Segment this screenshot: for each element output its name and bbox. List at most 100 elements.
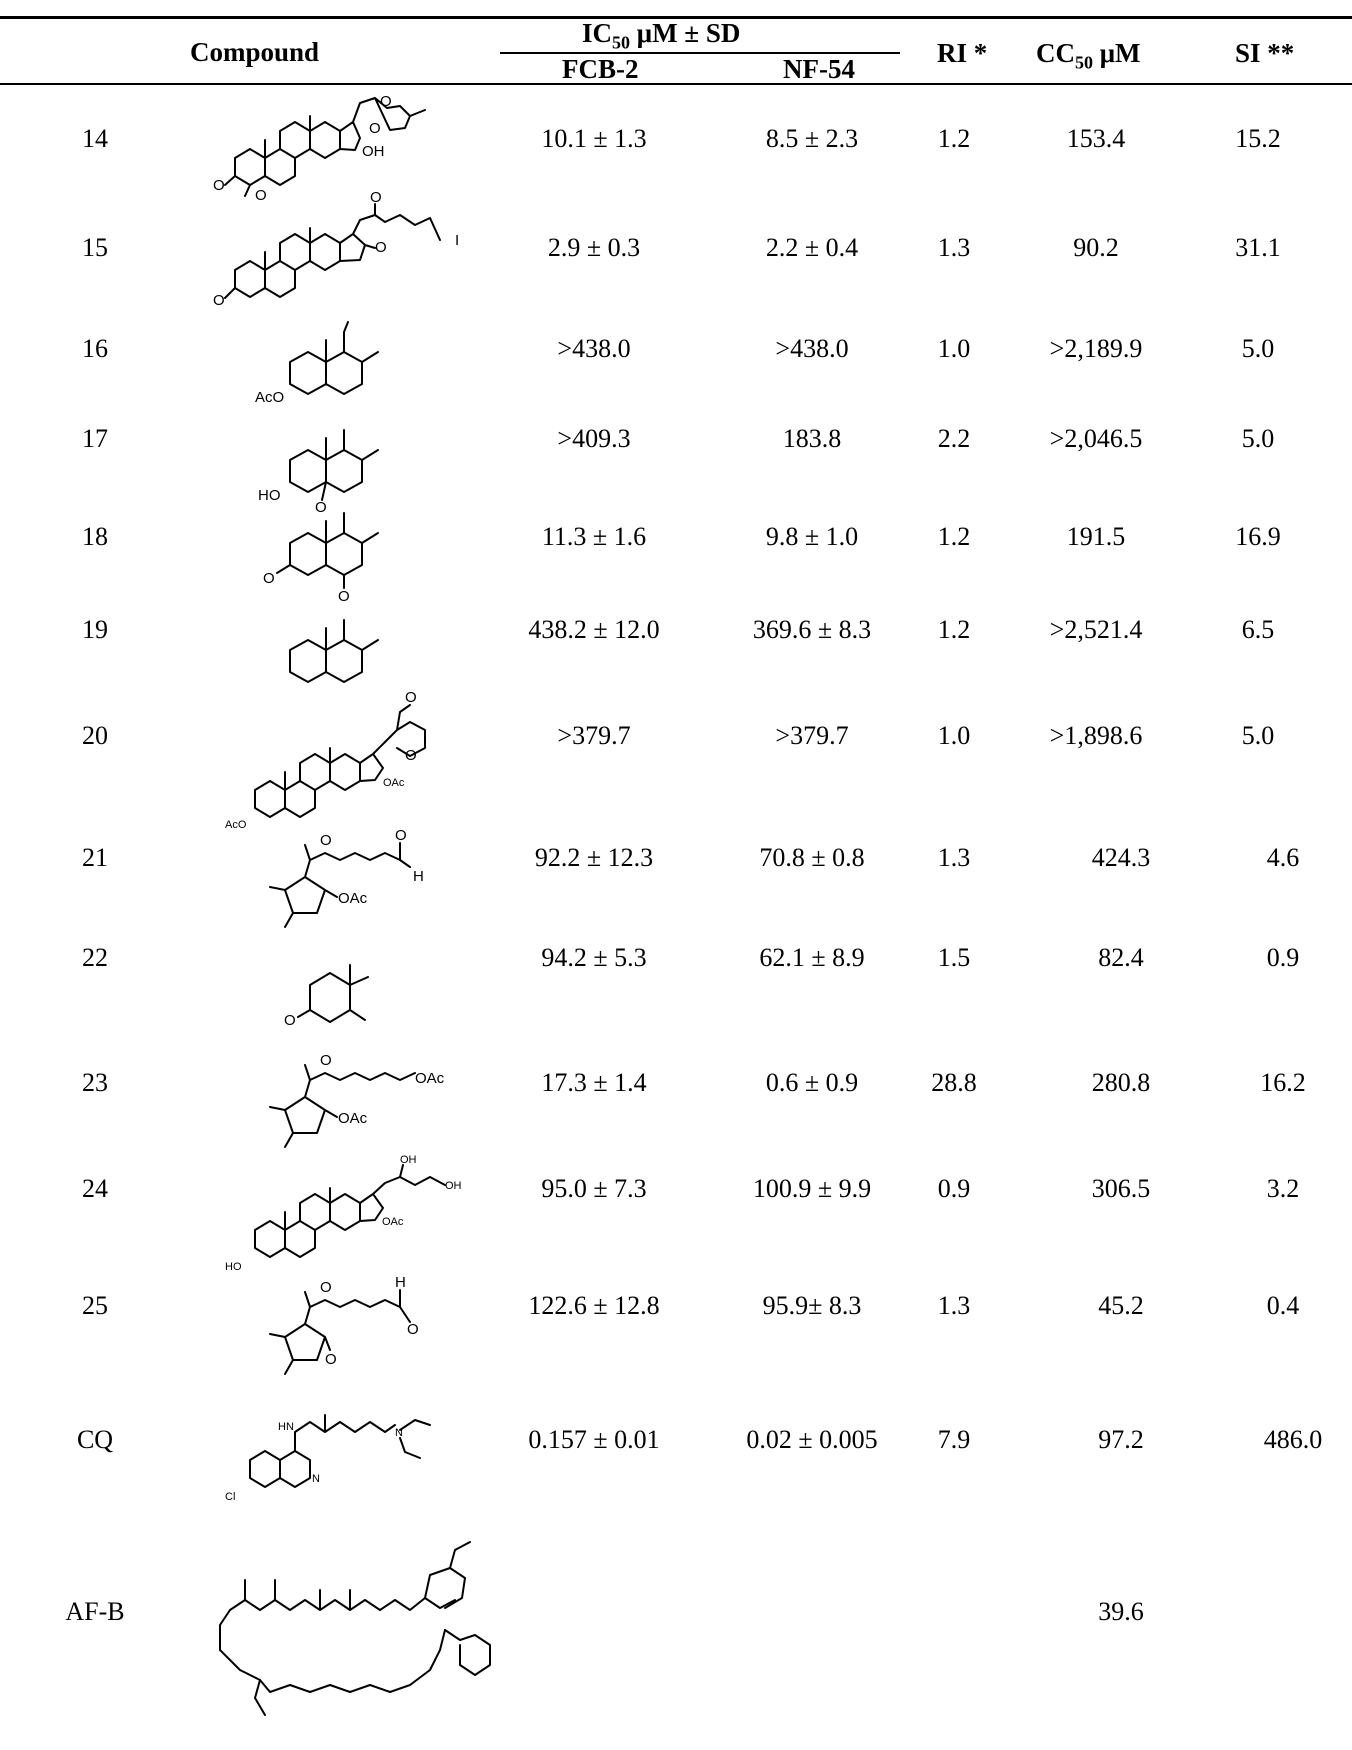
cell-fcb2: >438.0 <box>557 334 631 363</box>
cell-ri: 1.3 <box>937 233 971 262</box>
ic50-underline <box>500 52 900 54</box>
cell-fcb2: >379.7 <box>557 721 631 750</box>
svg-text:O: O <box>255 187 267 204</box>
cell-nf54: 9.8 ± 1.0 <box>765 522 859 551</box>
svg-text:OAc: OAc <box>338 890 368 907</box>
cell-cc50: 306.5 <box>1091 1174 1151 1203</box>
cell-fcb2: 10.1 ± 1.3 <box>541 124 647 153</box>
svg-text:O: O <box>380 93 392 110</box>
cell-fcb2: 17.3 ± 1.4 <box>541 1068 647 1097</box>
cell-ri: 1.3 <box>937 843 971 872</box>
svg-text:OAc: OAc <box>338 1110 368 1127</box>
cell-compound-id: 15 <box>82 233 108 262</box>
cell-cc50: 39.6 <box>1098 1597 1144 1626</box>
cell-cc50: 82.4 <box>1098 943 1144 972</box>
svg-text:H: H <box>413 868 424 885</box>
svg-text:O: O <box>375 239 387 256</box>
svg-text:O: O <box>405 689 417 706</box>
cell-cc50: 424.3 <box>1091 843 1151 872</box>
cell-si: 0.4 <box>1266 1291 1300 1320</box>
cell-fcb2: 0.157 ± 0.01 <box>528 1425 660 1454</box>
header-fcb2: FCB-2 <box>562 54 639 84</box>
svg-text:Cl: Cl <box>225 1491 235 1503</box>
cell-nf54: 183.8 <box>782 424 842 453</box>
cell-fcb2: >409.3 <box>557 424 631 453</box>
cell-ri: 1.2 <box>937 522 971 551</box>
cell-compound-id: 17 <box>82 424 108 453</box>
cell-cc50: >1,898.6 <box>1049 721 1143 750</box>
cell-compound-id: CQ <box>76 1425 114 1454</box>
cell-compound-id: AF-B <box>65 1597 125 1626</box>
cell-ri: 28.8 <box>931 1068 977 1097</box>
cell-fcb2: 94.2 ± 5.3 <box>541 943 647 972</box>
header-compound: Compound <box>190 37 320 67</box>
cell-si: 15.2 <box>1235 124 1281 153</box>
cell-nf54: 0.6 ± 0.9 <box>765 1068 859 1097</box>
cell-cc50: >2,189.9 <box>1049 334 1143 363</box>
svg-text:OAc: OAc <box>415 1070 445 1087</box>
cell-fcb2: 11.3 ± 1.6 <box>541 522 647 551</box>
cell-compound-id: 20 <box>82 721 108 750</box>
cell-si: 31.1 <box>1235 233 1281 262</box>
cell-ri: 7.9 <box>937 1425 971 1454</box>
cell-ri: 0.9 <box>937 1174 971 1203</box>
cell-si: 5.0 <box>1241 424 1275 453</box>
svg-text:OAc: OAc <box>382 1216 404 1228</box>
cell-fcb2: 2.9 ± 0.3 <box>547 233 641 262</box>
structure-14: O O OH O O <box>213 88 465 204</box>
structure-17: HO O <box>258 420 440 520</box>
cell-cc50: 90.2 <box>1073 233 1119 262</box>
cell-compound-id: 25 <box>82 1291 108 1320</box>
svg-text:O: O <box>320 1052 332 1069</box>
svg-text:AcO: AcO <box>255 389 284 406</box>
cell-cc50: >2,521.4 <box>1049 615 1143 644</box>
svg-text:OH: OH <box>400 1154 417 1166</box>
header-ri: RI * <box>937 38 988 68</box>
cell-compound-id: 21 <box>82 843 108 872</box>
structure-24: OH OH OAc HO <box>225 1154 465 1285</box>
header-ic50: IC50 μM ± SD <box>582 18 741 53</box>
svg-text:O: O <box>213 177 225 194</box>
header-nf54: NF-54 <box>783 54 855 84</box>
svg-text:O: O <box>320 1279 332 1296</box>
svg-text:O: O <box>338 588 350 605</box>
svg-text:N: N <box>312 1473 320 1485</box>
svg-text:OH: OH <box>445 1180 462 1192</box>
svg-text:O: O <box>315 499 327 516</box>
cell-ri: 1.0 <box>937 721 971 750</box>
cell-nf54: 0.02 ± 0.005 <box>746 1425 878 1454</box>
structure-22: O <box>260 955 440 1050</box>
cell-ri: 1.0 <box>937 334 971 363</box>
cell-si: 5.0 <box>1241 721 1275 750</box>
svg-text:H: H <box>395 1274 406 1291</box>
cell-nf54: 100.9 ± 9.9 <box>752 1174 872 1203</box>
cell-fcb2: 92.2 ± 12.3 <box>534 843 654 872</box>
cell-ri: 1.2 <box>937 615 971 644</box>
cell-nf54: >379.7 <box>775 721 849 750</box>
cell-si: 16.2 <box>1260 1068 1306 1097</box>
svg-text:O: O <box>263 570 275 587</box>
svg-text:O: O <box>407 1321 419 1338</box>
cell-nf54: 95.9± 8.3 <box>762 1291 862 1320</box>
cell-nf54: 70.8 ± 0.8 <box>759 843 865 872</box>
svg-text:O: O <box>370 189 382 206</box>
svg-text:O: O <box>395 827 407 844</box>
cell-cc50: 280.8 <box>1091 1068 1151 1097</box>
cell-si: 3.2 <box>1266 1174 1300 1203</box>
cell-si: 4.6 <box>1266 843 1300 872</box>
svg-text:I: I <box>455 232 459 249</box>
svg-text:O: O <box>284 1012 296 1029</box>
structure-16: AcO <box>255 321 440 417</box>
cell-si: 6.5 <box>1241 615 1275 644</box>
structure-15: O O I O <box>213 189 465 325</box>
cell-ri: 1.3 <box>937 1291 971 1320</box>
structure-23: O OAc OAc <box>225 1052 465 1175</box>
cell-cc50: >2,046.5 <box>1049 424 1143 453</box>
structure-20: O O OAc AcO <box>225 689 465 835</box>
cell-compound-id: 14 <box>82 124 108 153</box>
structure-25: O H O O <box>225 1274 465 1402</box>
cell-cc50: 191.5 <box>1066 522 1126 551</box>
svg-text:O: O <box>325 1351 337 1368</box>
cell-si: 5.0 <box>1241 334 1275 363</box>
svg-text:O: O <box>405 747 417 764</box>
